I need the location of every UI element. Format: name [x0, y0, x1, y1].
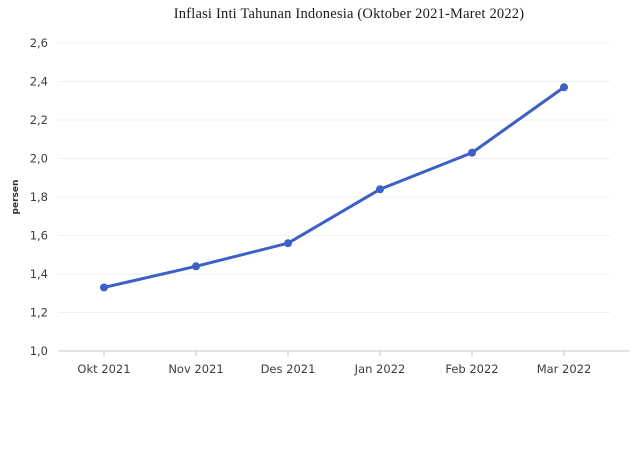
axis-labels: 1,0 1,2 1,4 1,6 1,8 2,0 2,2 2,4 2,6 Okt 2021 Nov 2…	[11, 36, 591, 376]
x-tick-label: Des 2021	[261, 362, 316, 376]
data-point[interactable]	[376, 185, 384, 194]
data-point[interactable]	[560, 83, 568, 92]
line-series	[102, 85, 566, 289]
y-tick-label: 2,0	[30, 152, 48, 166]
x-tick-label: Okt 2021	[77, 362, 130, 376]
y-tick-label: 2,4	[30, 75, 48, 89]
y-tick-label: 2,6	[30, 36, 48, 50]
x-tick-label: Mar 2022	[537, 362, 592, 376]
data-point[interactable]	[284, 239, 292, 248]
x-tick-label: Jan 2022	[354, 362, 406, 376]
data-point[interactable]	[100, 283, 108, 292]
y-axis-title: persen	[11, 180, 21, 215]
y-tick-label: 1,2	[30, 306, 48, 320]
data-series	[100, 83, 568, 292]
y-tick-label: 1,8	[30, 190, 48, 204]
gridlines	[58, 42, 610, 313]
y-tick-label: 1,0	[30, 344, 48, 358]
y-tick-label: 1,4	[30, 267, 48, 281]
x-tick-label: Nov 2021	[168, 362, 223, 376]
x-tick-label: Feb 2022	[445, 362, 498, 376]
axes	[58, 350, 630, 356]
y-tick-label: 2,2	[30, 113, 48, 127]
chart-title: Inflasi Inti Tahunan Indonesia (Oktober …	[173, 6, 525, 22]
data-point[interactable]	[192, 262, 200, 271]
y-tick-label: 1,6	[30, 229, 48, 243]
data-point[interactable]	[468, 148, 476, 157]
